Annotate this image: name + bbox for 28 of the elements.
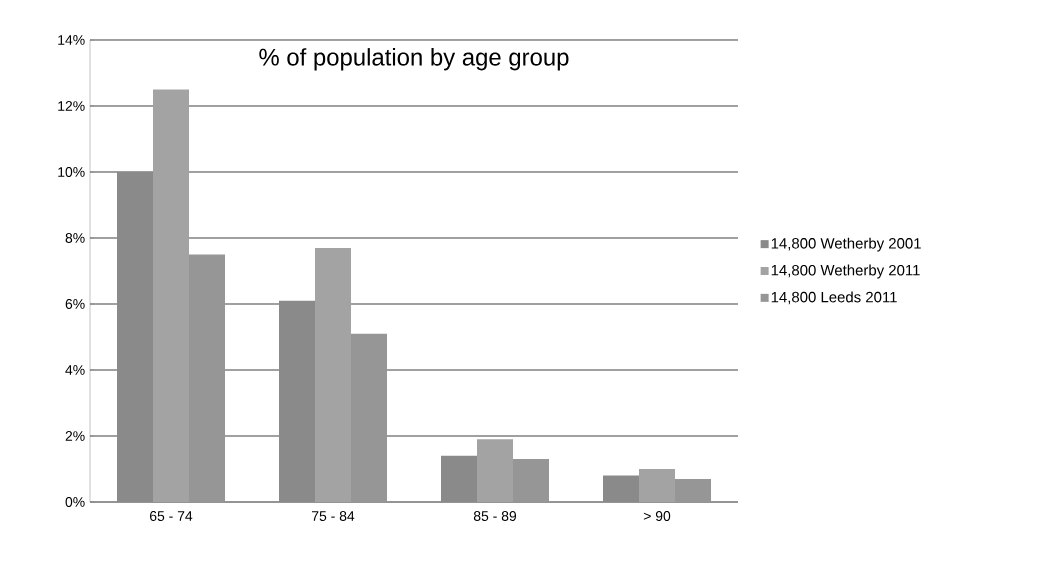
x-tick-label: 75 - 84 bbox=[312, 511, 355, 521]
bar bbox=[315, 247, 351, 502]
y-tick-label: 8% bbox=[65, 233, 85, 243]
legend-label: 14,800 Wetherby 2011 bbox=[771, 264, 920, 279]
y-tick-label: 12% bbox=[58, 101, 85, 111]
bar bbox=[513, 459, 549, 502]
bar bbox=[477, 439, 513, 502]
bar bbox=[675, 478, 712, 502]
bar bbox=[351, 333, 387, 502]
bar bbox=[189, 254, 225, 502]
x-tick-label: 85 - 89 bbox=[473, 511, 517, 521]
bar bbox=[441, 455, 477, 502]
chart-title: % of population by age group bbox=[259, 48, 569, 71]
y-tick-label: 14% bbox=[58, 35, 85, 45]
bar bbox=[603, 475, 639, 502]
legend-label: 14,800 Wetherby 2001 bbox=[771, 237, 921, 252]
y-tick-label: 10% bbox=[58, 167, 85, 177]
bar bbox=[279, 300, 315, 502]
x-tick-label: > 90 bbox=[643, 511, 671, 521]
y-tick-label: 0% bbox=[65, 497, 85, 507]
x-tick-label: 65 - 74 bbox=[149, 511, 193, 521]
y-tick-label: 6% bbox=[65, 299, 85, 309]
legend-label: 14,800 Leeds 2011 bbox=[771, 291, 897, 305]
bar bbox=[153, 89, 189, 502]
y-tick-label: 4% bbox=[65, 365, 85, 375]
bar bbox=[639, 469, 676, 502]
bar bbox=[117, 172, 153, 502]
y-tick-label: 2% bbox=[65, 431, 85, 441]
